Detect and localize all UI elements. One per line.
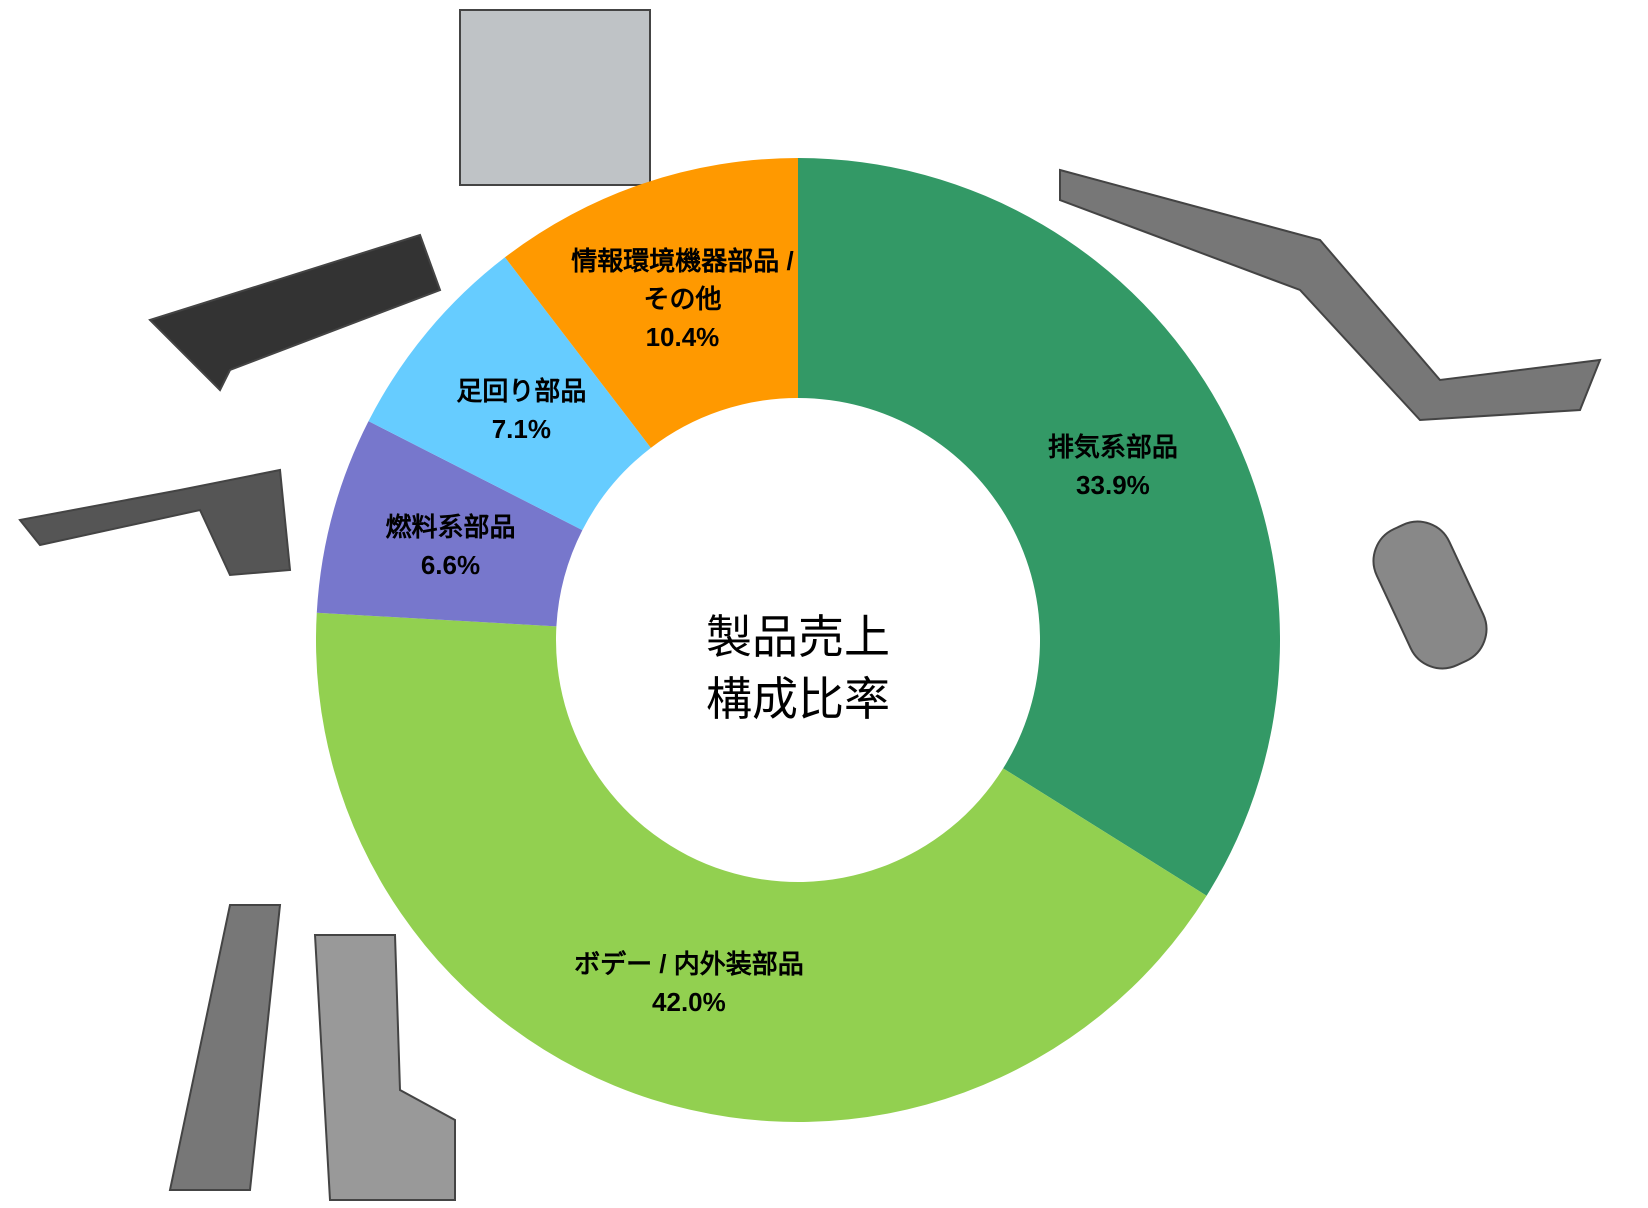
product-photos: [18, 9, 1602, 1201]
category-label: 情報環境機器部品 / その他: [571, 246, 794, 315]
segment-label: 足回り部品 7.1%: [421, 372, 621, 448]
segment-label: 排気系部品 33.9%: [1013, 428, 1213, 504]
donut-segment: [504, 158, 798, 448]
donut-segment: [315, 612, 1207, 1123]
filler-pipe-photo: [18, 468, 292, 577]
segment-label: 燃料系部品 6.6%: [350, 508, 550, 584]
panel-photo: [313, 934, 456, 1201]
exhaust-photo: [1059, 168, 1602, 422]
donut-segment: [798, 158, 1281, 896]
donut-segment: [368, 257, 651, 531]
category-label: ボデー / 内外装部品: [574, 949, 804, 980]
muffler-photo: [1372, 520, 1488, 670]
value-label: 7.1%: [491, 413, 551, 444]
segment-label: ボデー / 内外装部品 42.0%: [539, 945, 839, 1021]
value-label: 6.6%: [420, 550, 481, 581]
segment-label: 情報環境機器部品 / その他 10.4%: [552, 242, 812, 356]
category-label: 足回り部品: [456, 375, 587, 406]
printer-photo: [459, 9, 651, 186]
category-label: 燃料系部品: [385, 512, 516, 543]
category-label: 排気系部品: [1047, 431, 1178, 462]
donut-segment: [316, 421, 583, 627]
pillar-photo: [168, 904, 282, 1191]
center-label: 製品売上構成比率: [706, 611, 890, 725]
value-label: 10.4%: [645, 322, 720, 353]
subframe-photo: [148, 233, 442, 392]
value-label: 42.0%: [652, 987, 726, 1018]
value-label: 33.9%: [1076, 469, 1150, 500]
